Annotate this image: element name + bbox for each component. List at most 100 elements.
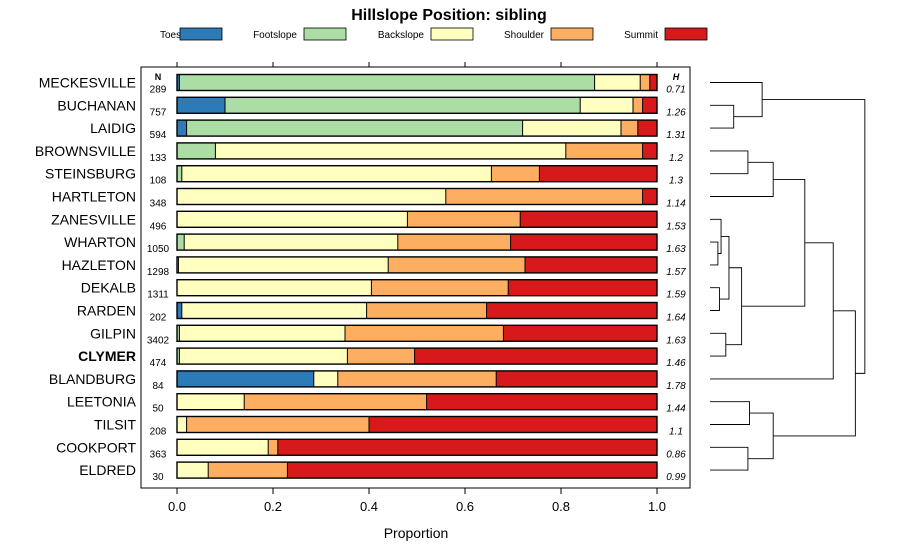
h-value: 1.57 — [666, 267, 686, 278]
bar-segment-backslope — [177, 188, 446, 205]
bar-segment-backslope — [177, 393, 245, 410]
dendrogram-link-5 — [710, 332, 727, 357]
bar-segment-backslope — [177, 211, 408, 228]
h-value: 1.14 — [666, 199, 686, 210]
n-value: 594 — [150, 130, 167, 141]
dendrogram-link-4 — [710, 218, 722, 254]
h-value: 1.59 — [666, 290, 686, 301]
legend-swatch-footslope — [303, 27, 347, 41]
dendrogram-link-16 — [762, 99, 866, 374]
legend-swatch-toeslope — [179, 27, 223, 41]
h-value: 1.3 — [669, 176, 683, 187]
n-value: 1311 — [147, 290, 169, 301]
n-value: 133 — [150, 153, 167, 164]
bar-outline — [176, 438, 658, 456]
category-label: BLANDBURG — [49, 371, 136, 387]
legend-swatch-summit — [664, 27, 708, 41]
category-label: DEKALB — [81, 280, 136, 296]
dendrogram-link-8 — [710, 150, 749, 175]
x-tick-label: 0.4 — [360, 499, 378, 514]
h-value: 0.86 — [666, 449, 686, 460]
bar-segment-summit — [287, 462, 657, 479]
h-value: 1.44 — [666, 404, 686, 415]
bar-segment-backslope — [179, 348, 348, 365]
bar-outline — [176, 393, 658, 411]
row-meckesville: MECKESVILLE 289 0.71 — [39, 73, 686, 96]
bar-segment-summit — [637, 120, 657, 137]
row-dekalb: DEKALB 1311 1.59 — [81, 279, 686, 301]
category-label: CLYMER — [78, 348, 136, 364]
n-value: 348 — [150, 199, 167, 210]
row-laidig: LAIDIG 594 1.31 — [90, 119, 686, 141]
h-value: 1.64 — [666, 313, 686, 324]
row-wharton: WHARTON 1050 1.63 — [64, 233, 686, 255]
bar-outline — [176, 279, 658, 297]
legend-swatch-backslope — [430, 27, 474, 41]
dendrogram-link-11 — [710, 242, 834, 380]
x-tick-label: 0.2 — [264, 499, 282, 514]
category-label: ELDRED — [79, 462, 136, 478]
row-clymer: CLYMER 474 1.46 — [78, 347, 686, 369]
bar-segment-shoulder — [565, 142, 643, 159]
bar-outline — [176, 415, 658, 434]
legend-swatch-shoulder — [550, 27, 594, 41]
dendrogram-link-7 — [725, 267, 743, 346]
h-value: 1.2 — [669, 153, 683, 164]
bar-segment-shoulder — [208, 462, 288, 479]
bar-segment-shoulder — [491, 165, 540, 182]
bar-segment-backslope — [177, 279, 372, 296]
bar-segment-backslope — [580, 97, 633, 114]
bar-outline — [176, 96, 658, 115]
h-value: 1.78 — [666, 381, 686, 392]
bar-segment-summit — [508, 279, 657, 296]
h-value: 1.1 — [669, 427, 683, 438]
bar-segment-footslope — [186, 120, 523, 137]
dendrogram-link-12 — [710, 446, 749, 471]
bar-outline — [176, 461, 658, 479]
x-tick-label: 0.8 — [552, 499, 570, 514]
dendrogram-link-3 — [710, 287, 720, 311]
bar-segment-summit — [642, 142, 657, 159]
row-gilpin: GILPIN 3402 1.63 — [90, 324, 686, 346]
bar-segment-shoulder — [186, 416, 369, 433]
bar-outline — [176, 164, 658, 183]
bar-segment-summit — [642, 188, 657, 205]
n-value: 496 — [150, 221, 167, 232]
bar-segment-backslope — [522, 120, 621, 137]
bar-segment-shoulder — [268, 439, 278, 456]
bar-outline — [176, 256, 658, 274]
h-value: 1.31 — [666, 130, 685, 141]
category-label: LEETONIA — [67, 394, 137, 410]
chart-title: Hillslope Position: sibling — [351, 7, 547, 24]
bar-outline — [176, 347, 658, 365]
bar-segment-backslope — [215, 142, 566, 159]
bar-segment-summit — [496, 370, 657, 387]
bar-segment-footslope — [177, 142, 216, 159]
n-value: 50 — [152, 404, 164, 415]
bar-segment-shoulder — [640, 74, 650, 91]
h-value: 1.63 — [666, 335, 686, 346]
dendrogram-link-1 — [710, 82, 763, 118]
category-label: RARDEN — [77, 303, 136, 319]
bar-outline — [176, 187, 658, 206]
category-label: MECKESVILLE — [39, 75, 136, 91]
h-column-header: H — [673, 72, 680, 82]
legend-label-footslope: Footslope — [253, 30, 297, 41]
bar-segment-shoulder — [388, 256, 525, 273]
bar-segment-summit — [649, 74, 657, 91]
category-label: GILPIN — [90, 325, 136, 341]
legend-label-summit: Summit — [624, 30, 658, 41]
bar-segment-backslope — [178, 256, 389, 273]
bar-segment-footslope — [225, 97, 581, 114]
row-rarden: RARDEN 202 1.64 — [77, 301, 686, 324]
bar-segment-summit — [539, 165, 657, 182]
row-brownsville: BROWNSVILLE 133 1.2 — [35, 142, 683, 164]
bar-segment-toeslope — [177, 302, 182, 319]
n-value: 84 — [152, 381, 164, 392]
bar-segment-shoulder — [347, 348, 415, 365]
bar-segment-summit — [520, 211, 657, 228]
bar-outline — [176, 370, 658, 388]
row-buchanan: BUCHANAN 757 1.26 — [57, 96, 686, 118]
bar-outline — [176, 73, 658, 92]
row-zanesville: ZANESVILLE 496 1.53 — [51, 210, 686, 232]
